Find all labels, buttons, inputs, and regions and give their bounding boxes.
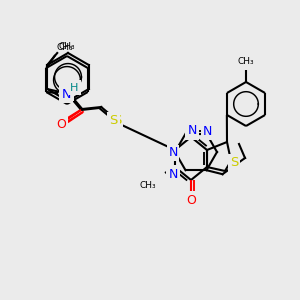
Text: N: N (203, 125, 212, 138)
Text: O: O (56, 118, 66, 131)
Text: H: H (70, 83, 78, 93)
Text: N: N (187, 124, 197, 137)
Text: H: H (71, 82, 80, 92)
Text: CH₃: CH₃ (58, 42, 75, 51)
Text: O: O (55, 118, 65, 130)
Text: CH₃: CH₃ (140, 181, 156, 190)
Text: N: N (168, 167, 178, 181)
Text: S: S (109, 115, 117, 128)
Text: S: S (113, 115, 122, 128)
Text: N: N (62, 86, 72, 100)
Text: O: O (186, 194, 196, 206)
Text: S: S (230, 157, 238, 169)
Text: CH₃: CH₃ (56, 43, 73, 52)
Text: N: N (61, 88, 71, 100)
Text: N: N (168, 146, 178, 160)
Text: CH₃: CH₃ (238, 57, 254, 66)
